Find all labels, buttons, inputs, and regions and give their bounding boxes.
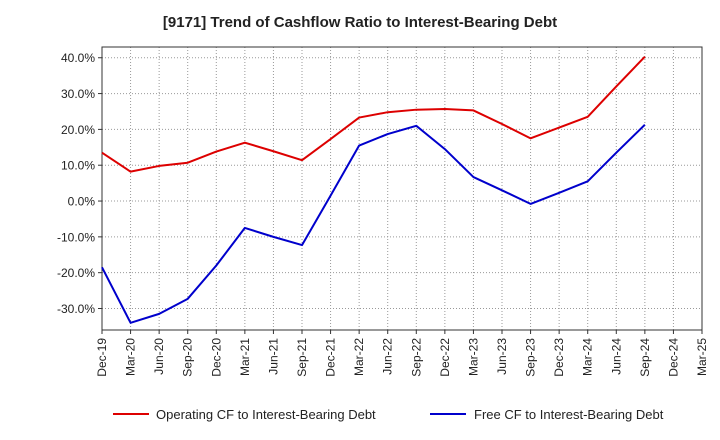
legend: Operating CF to Interest-Bearing Debt Fre… bbox=[113, 407, 664, 422]
y-tick-label: 30.0% bbox=[61, 87, 95, 101]
x-tick-label: Jun-22 bbox=[381, 338, 395, 375]
x-axis: Dec-19 Mar-20 Jun-20 Sep-20 Dec-20 Mar-21 Jun-… bbox=[95, 330, 709, 377]
x-tick-label: Sep-21 bbox=[295, 338, 309, 377]
x-tick-label: Dec-24 bbox=[666, 338, 680, 377]
x-tick-label: Jun-20 bbox=[152, 338, 166, 375]
x-tick-label: Mar-24 bbox=[581, 338, 595, 376]
y-tick-label: -10.0% bbox=[57, 230, 95, 244]
grid bbox=[101, 47, 703, 330]
x-tick-label: Mar-25 bbox=[695, 338, 709, 376]
y-tick-label: 0.0% bbox=[68, 195, 96, 209]
x-tick-label: Sep-23 bbox=[524, 338, 538, 377]
series-lines bbox=[101, 55, 646, 324]
plot-area-frame bbox=[101, 46, 703, 331]
x-tick-label: Dec-23 bbox=[552, 338, 566, 377]
x-tick-label: Jun-23 bbox=[495, 338, 509, 375]
x-tick-label: Sep-20 bbox=[181, 338, 195, 377]
x-tick-label: Jun-24 bbox=[609, 338, 623, 375]
chart-title: [9171] Trend of Cashflow Ratio to Intere… bbox=[162, 14, 558, 31]
y-tick-label: 40.0% bbox=[61, 51, 95, 65]
y-axis: 40.0% 30.0% 20.0% 10.0% 0.0% -10.0% -20.0% -30.… bbox=[57, 51, 102, 316]
x-tick-label: Dec-21 bbox=[324, 338, 338, 377]
x-tick-label: Dec-19 bbox=[95, 338, 109, 377]
y-tick-label: -20.0% bbox=[57, 266, 95, 280]
x-tick-label: Mar-23 bbox=[466, 338, 480, 376]
x-tick-label: Mar-22 bbox=[352, 338, 366, 376]
y-tick-label: 20.0% bbox=[61, 123, 95, 137]
y-tick-label: 10.0% bbox=[61, 159, 95, 173]
series-line-free-cf bbox=[101, 124, 646, 324]
x-tick-label: Dec-22 bbox=[438, 338, 452, 377]
x-tick-label: Sep-24 bbox=[638, 338, 652, 377]
y-tick-label: -30.0% bbox=[57, 302, 95, 316]
x-tick-label: Sep-22 bbox=[409, 338, 423, 377]
x-tick-label: Mar-21 bbox=[238, 338, 252, 376]
legend-label: Free CF to Interest-Bearing Debt bbox=[474, 407, 664, 422]
x-tick-label: Dec-20 bbox=[209, 338, 223, 377]
x-tick-label: Jun-21 bbox=[266, 338, 280, 375]
x-tick-label: Mar-20 bbox=[124, 338, 138, 376]
series-line-operating-cf bbox=[101, 55, 646, 173]
legend-label: Operating CF to Interest-Bearing Debt bbox=[156, 407, 376, 422]
